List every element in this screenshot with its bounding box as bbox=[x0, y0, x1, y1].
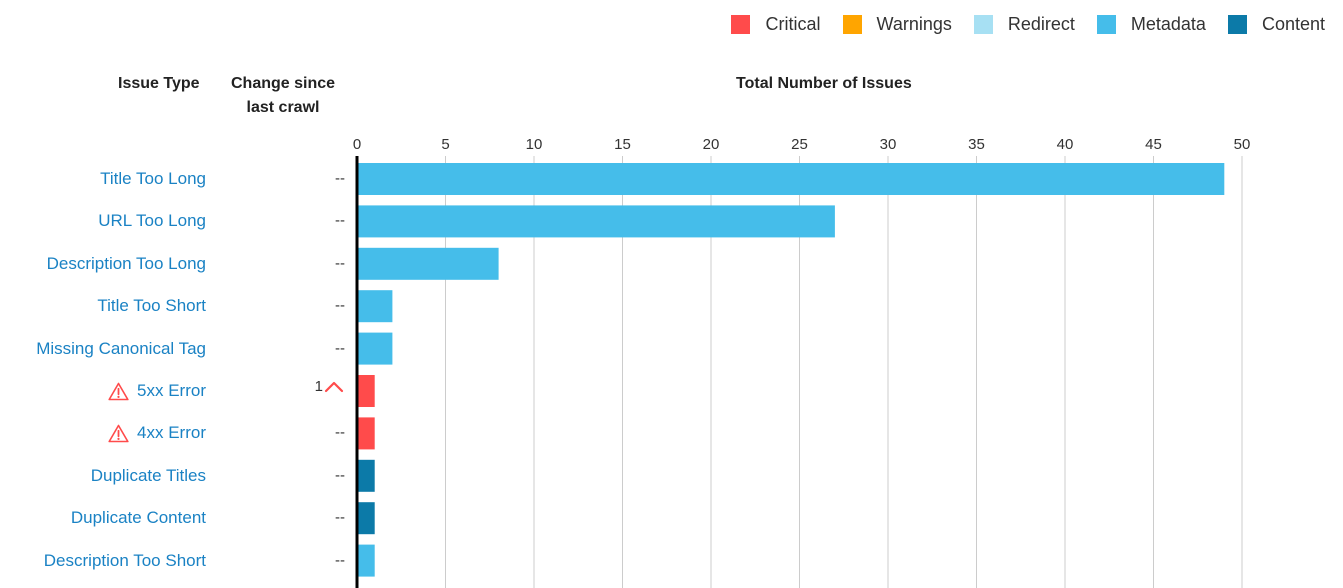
change-since-last-crawl: -- bbox=[300, 421, 345, 445]
issue-type-label: 4xx Error bbox=[137, 423, 206, 443]
issue-type-label: Description Too Long bbox=[46, 253, 206, 273]
issue-type-header: Issue Type bbox=[118, 75, 200, 92]
x-tick-label: 50 bbox=[1233, 136, 1251, 153]
x-tick-label: 35 bbox=[968, 136, 985, 153]
issue-type-label: 5xx Error bbox=[137, 381, 206, 400]
legend-label: Redirect bbox=[1007, 14, 1075, 34]
issue-type-label: URL Too Long bbox=[98, 211, 206, 231]
bar-duplicate-titles[interactable] bbox=[357, 459, 375, 492]
legend-label: Content bbox=[1261, 14, 1325, 34]
change-value: 1 bbox=[314, 378, 323, 395]
bar-5xx-error[interactable] bbox=[357, 375, 375, 407]
issue-type-link[interactable]: Duplicate Content bbox=[71, 506, 206, 530]
legend-label: Warnings bbox=[876, 14, 952, 34]
x-tick-label: 30 bbox=[879, 136, 897, 153]
x-tick-label: 15 bbox=[614, 136, 631, 153]
issue-type-link[interactable]: Duplicate Titles bbox=[91, 464, 206, 488]
bar-title-too-long[interactable] bbox=[357, 163, 1225, 195]
change-since-last-crawl: -- bbox=[300, 252, 345, 276]
issue-type-link[interactable]: Description Too Long bbox=[47, 252, 206, 276]
bar-4xx-error[interactable] bbox=[357, 417, 375, 450]
issue-type-label: Duplicate Content bbox=[70, 508, 206, 528]
change-value: -- bbox=[335, 424, 345, 442]
change-value: -- bbox=[335, 212, 345, 230]
change-since-last-crawl: -- bbox=[300, 549, 345, 573]
legend-label: Metadata bbox=[1130, 14, 1206, 34]
change-value: -- bbox=[335, 339, 345, 357]
legend-swatch bbox=[731, 15, 751, 34]
change-since-last-crawl: -- bbox=[300, 167, 345, 191]
bar-missing-canonical-tag[interactable] bbox=[357, 332, 393, 365]
legend-item-redirect[interactable]: Redirect bbox=[973, 14, 1075, 35]
bar-description-too-short[interactable] bbox=[357, 544, 375, 577]
legend-swatch bbox=[1227, 15, 1247, 34]
warning-icon bbox=[108, 424, 129, 443]
change-since-last-crawl: -- bbox=[300, 209, 345, 233]
issue-type-link[interactable]: Missing Canonical Tag bbox=[36, 337, 206, 361]
issue-type-label: Title Too Long bbox=[100, 169, 206, 188]
issue-type-label: Missing Canonical Tag bbox=[36, 338, 206, 358]
x-tick-label: 10 bbox=[525, 136, 543, 153]
legend-label: Critical bbox=[765, 14, 821, 34]
change-since-last-crawl: -- bbox=[300, 294, 345, 318]
issue-type-link[interactable]: URL Too Long bbox=[98, 209, 206, 233]
legend-item-metadata[interactable]: Metadata bbox=[1096, 14, 1206, 35]
legend-swatch bbox=[973, 15, 993, 34]
change-value: -- bbox=[335, 509, 345, 527]
change-since-last-crawl: 1 bbox=[300, 375, 345, 399]
bar-description-too-long[interactable] bbox=[357, 247, 499, 280]
legend: Critical Warnings Redirect Metadata Content bbox=[709, 14, 1325, 35]
warning-icon bbox=[108, 382, 129, 400]
x-tick-label: 25 bbox=[791, 136, 808, 153]
change-since-last-crawl: -- bbox=[300, 337, 345, 361]
bar-title-too-short[interactable] bbox=[357, 290, 393, 323]
issue-type-link[interactable]: Description Too Short bbox=[44, 549, 206, 573]
legend-swatch bbox=[1096, 15, 1116, 34]
bar-duplicate-content[interactable] bbox=[357, 502, 375, 535]
change-since-last-crawl: -- bbox=[300, 506, 345, 530]
chevron-up-icon bbox=[324, 381, 344, 393]
change-value: -- bbox=[335, 297, 345, 315]
issue-type-label: Description Too Short bbox=[43, 550, 206, 570]
change-since-last-crawl-header: Change since last crawl bbox=[230, 75, 336, 116]
issue-type-link[interactable]: 5xx Error bbox=[108, 379, 206, 403]
bar-url-too-long[interactable] bbox=[357, 205, 835, 238]
x-tick-label: 45 bbox=[1145, 136, 1162, 153]
x-tick-label: 40 bbox=[1056, 136, 1074, 153]
legend-item-warnings[interactable]: Warnings bbox=[842, 14, 952, 35]
issue-type-link[interactable]: Title Too Short bbox=[97, 294, 206, 318]
total-number-of-issues-header: Total Number of Issues bbox=[736, 75, 912, 92]
legend-swatch bbox=[842, 15, 862, 34]
change-value: -- bbox=[335, 466, 345, 484]
x-tick-label: 5 bbox=[441, 136, 450, 153]
x-tick-label: 0 bbox=[352, 136, 362, 153]
change-value: -- bbox=[335, 170, 345, 187]
issue-type-link[interactable]: Title Too Long bbox=[100, 167, 206, 191]
change-value: -- bbox=[335, 254, 345, 272]
issue-type-link[interactable]: 4xx Error bbox=[108, 421, 206, 445]
legend-item-content[interactable]: Content bbox=[1227, 14, 1325, 35]
issue-type-label: Title Too Short bbox=[97, 296, 206, 316]
issue-type-label: Duplicate Titles bbox=[90, 465, 206, 485]
change-value: -- bbox=[335, 551, 345, 569]
x-tick-label: 20 bbox=[702, 136, 720, 153]
legend-item-critical[interactable]: Critical bbox=[731, 14, 821, 35]
change-since-last-crawl: -- bbox=[300, 464, 345, 488]
